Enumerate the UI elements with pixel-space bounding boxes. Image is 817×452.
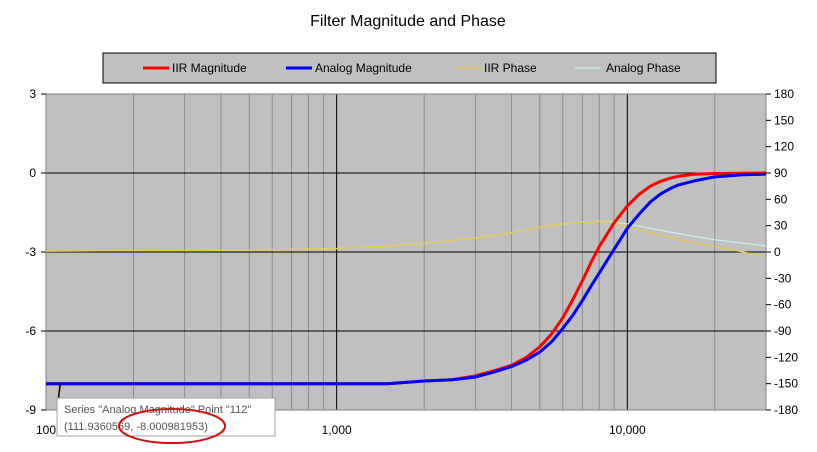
legend-label: IIR Magnitude [172, 61, 247, 75]
y-right-tick-label: -180 [774, 403, 798, 417]
y-left-tick-label: -6 [25, 324, 36, 338]
legend: IIR Magnitude Analog Magnitude IIR Phase An… [143, 61, 681, 75]
y-right-tick-label: 90 [774, 166, 788, 180]
y-right-tick-label: -90 [774, 324, 792, 338]
highlight-circle [118, 408, 226, 444]
y-right-tick-label: -120 [774, 350, 798, 364]
y-right-tick-label: -30 [774, 271, 792, 285]
y-right-tick-label: 180 [774, 87, 794, 101]
y-right-tick-label: 30 [774, 219, 788, 233]
x-tick-label: 100 [36, 423, 56, 437]
legend-label: Analog Phase [606, 61, 681, 75]
y-right-tick-label: 120 [774, 140, 794, 154]
y-left-tick-label: 0 [29, 166, 36, 180]
legend-label: Analog Magnitude [315, 61, 412, 75]
x-tick-label: 10,000 [609, 423, 646, 437]
y-left-tick-label: -3 [25, 245, 36, 259]
series-line-iir-phase [45, 220, 767, 257]
chart-title: Filter Magnitude and Phase [310, 13, 506, 30]
y-right-tick-label: 0 [774, 245, 781, 259]
tooltip-box [56, 397, 276, 437]
series-line-analog-magnitude [46, 172, 767, 386]
legend-box [102, 52, 717, 84]
y-left-tick-label: -9 [25, 403, 36, 417]
x-tick-label: 1,000 [322, 423, 352, 437]
y-right-tick-label: 150 [774, 113, 794, 127]
axes: 30-3-6-91801501209060300-30-60-90-120-15… [25, 87, 798, 437]
y-right-tick-label: 60 [774, 192, 788, 206]
series-layer [45, 171, 767, 386]
y-right-tick-label: -60 [774, 298, 792, 312]
legend-label: IIR Phase [484, 61, 537, 75]
tooltip-value-text: (111.9360569, -8.000981953) [64, 421, 208, 433]
y-right-tick-label: -150 [774, 377, 798, 391]
y-left-tick-label: 3 [29, 87, 36, 101]
tooltip: Series "Analog Magnitude" Point "112"(11… [56, 383, 276, 444]
